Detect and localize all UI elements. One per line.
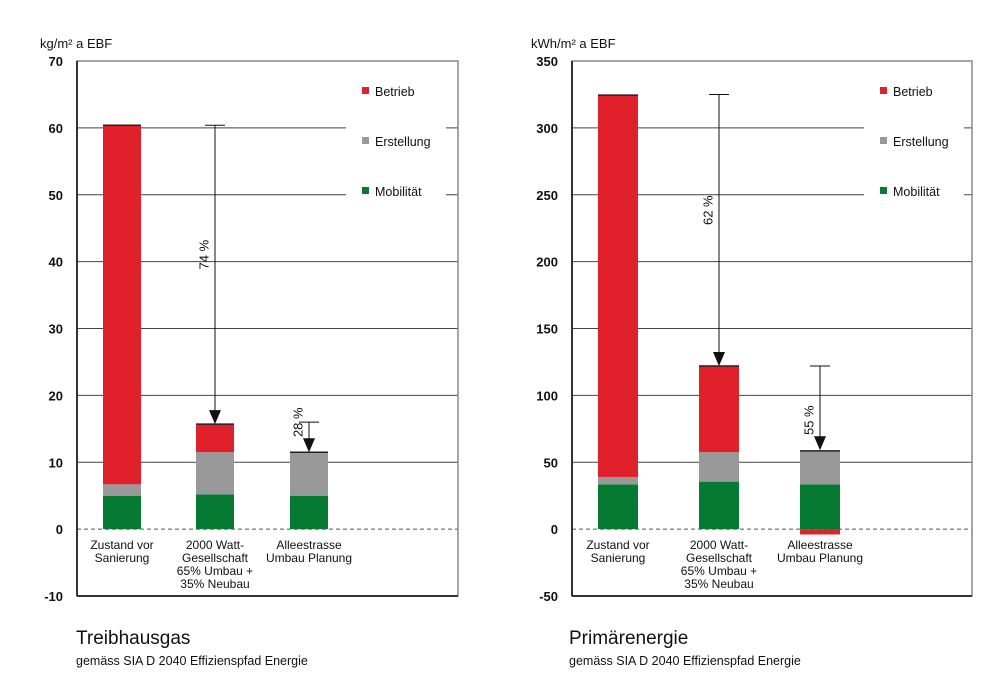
y-axis-unit: kg/m² a EBF xyxy=(40,36,112,51)
y-tick-label: 0 xyxy=(551,522,558,537)
chart-0: kg/m² a EBF -10 0 10 20 30 40 50 60 70 Betrieb Erst… xyxy=(40,36,459,604)
chart-subtitle-left: gemäss SIA D 2040 Effizienspfad Energie xyxy=(76,654,308,668)
x-category-label: Alleestrasse xyxy=(787,538,853,552)
x-category-label: Zustand vor xyxy=(586,538,649,552)
y-tick-label: 70 xyxy=(49,54,63,69)
bar-segment-betrieb xyxy=(800,529,840,535)
legend-swatch xyxy=(880,137,887,144)
y-tick-label: 200 xyxy=(536,255,558,270)
legend-label: Mobilität xyxy=(893,185,940,199)
x-category-label: Gesellschaft xyxy=(182,551,249,565)
bar-segment-mobilität xyxy=(800,484,840,530)
x-category-label: Zustand vor xyxy=(90,538,153,552)
legend-swatch xyxy=(362,137,369,144)
bar-segment-erstellung xyxy=(103,484,141,496)
bar-segment-mobilität xyxy=(699,481,739,530)
bar-segment-mobilität xyxy=(290,495,328,530)
bar-segment-mobilität xyxy=(598,484,638,530)
reduction-label: 55 % xyxy=(801,405,816,435)
arrow-head xyxy=(713,351,725,366)
bar-segment-mobilität xyxy=(103,495,141,530)
y-tick-label: 350 xyxy=(536,54,558,69)
y-tick-label: 300 xyxy=(536,121,558,136)
chart-title-right: Primärenergie xyxy=(569,628,689,649)
x-category-label: 2000 Watt- xyxy=(690,538,748,552)
y-tick-label: 20 xyxy=(49,388,63,403)
chart-1: kWh/m² a EBF -50 0 50 100 150 200 250 300 350 Betr… xyxy=(531,36,973,604)
y-tick-label: 50 xyxy=(49,188,63,203)
y-tick-label: 250 xyxy=(536,188,558,203)
bar-segment-betrieb xyxy=(196,424,234,453)
bar-segment-betrieb xyxy=(598,95,638,477)
bar-segment-betrieb xyxy=(699,365,739,453)
x-category-label: Umbau Planung xyxy=(777,551,863,565)
y-tick-label: 50 xyxy=(544,455,558,470)
legend-label: Betrieb xyxy=(375,85,415,99)
bar-segment-erstellung xyxy=(196,452,234,495)
y-tick-label: 40 xyxy=(49,255,63,270)
legend-label: Betrieb xyxy=(893,85,933,99)
y-tick-label: 100 xyxy=(536,388,558,403)
legend-swatch xyxy=(880,87,887,94)
arrow-head xyxy=(814,436,826,451)
arrow-head xyxy=(209,410,221,425)
reduction-label: 28 % xyxy=(290,407,305,437)
x-category-label: 65% Umbau + xyxy=(177,564,253,578)
y-axis-unit: kWh/m² a EBF xyxy=(531,36,616,51)
reduction-label: 74 % xyxy=(196,239,211,269)
x-category-label: Sanierung xyxy=(591,551,646,565)
bar-segment-erstellung xyxy=(699,452,739,482)
x-category-label: 35% Neubau xyxy=(684,577,753,591)
chart-subtitle-right: gemäss SIA D 2040 Effizienspfad Energie xyxy=(569,654,801,668)
bar-segment-erstellung xyxy=(598,476,638,485)
legend-label: Erstellung xyxy=(375,135,431,149)
y-tick-label: 150 xyxy=(536,322,558,337)
y-tick-label: -50 xyxy=(539,589,558,604)
legend-swatch xyxy=(362,187,369,194)
legend-label: Erstellung xyxy=(893,135,949,149)
x-category-label: Gesellschaft xyxy=(686,551,753,565)
x-category-label: Alleestrasse xyxy=(276,538,342,552)
y-tick-label: 60 xyxy=(49,121,63,136)
x-category-label: 2000 Watt- xyxy=(186,538,244,552)
x-category-label: Umbau Planung xyxy=(266,551,352,565)
bar-segment-mobilität xyxy=(196,494,234,530)
x-category-label: 35% Neubau xyxy=(180,577,249,591)
y-tick-label: 30 xyxy=(49,322,63,337)
arrow-head xyxy=(303,438,315,453)
y-tick-label: 0 xyxy=(56,522,63,537)
legend-swatch xyxy=(880,187,887,194)
x-category-label: Sanierung xyxy=(95,551,150,565)
bar-segment-erstellung xyxy=(800,450,840,485)
reduction-label: 62 % xyxy=(700,195,715,225)
y-tick-label: 10 xyxy=(49,455,63,470)
legend-label: Mobilität xyxy=(375,185,422,199)
y-tick-label: -10 xyxy=(44,589,63,604)
bar-segment-betrieb xyxy=(103,125,141,485)
x-category-label: 65% Umbau + xyxy=(681,564,757,578)
chart-title-left: Treibhausgas xyxy=(76,628,191,649)
legend-swatch xyxy=(362,87,369,94)
bar-segment-erstellung xyxy=(290,452,328,496)
